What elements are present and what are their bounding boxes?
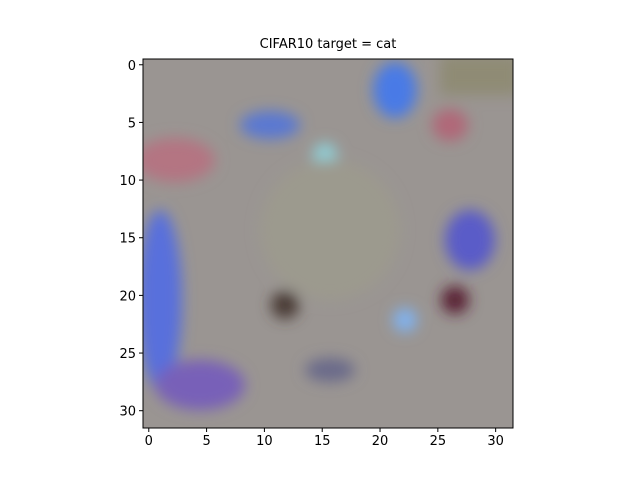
y-tick-label: 25 bbox=[119, 347, 136, 362]
image bbox=[143, 59, 513, 428]
x-tick-label: 30 bbox=[487, 434, 504, 449]
x-tick-label: 0 bbox=[145, 434, 153, 449]
y-tick-label: 20 bbox=[119, 289, 136, 304]
x-tick-label: 20 bbox=[372, 434, 389, 449]
y-tick-label: 10 bbox=[119, 174, 136, 189]
y-tick-label: 5 bbox=[128, 116, 136, 131]
chart-title: CIFAR10 target = cat bbox=[260, 37, 397, 52]
plot-frame bbox=[142, 58, 514, 429]
y-tick-label: 15 bbox=[119, 232, 136, 247]
y-tick-label: 30 bbox=[119, 405, 136, 420]
axes: 0 5 10 15 20 25 30 0 5 10 15 20 25 30 bbox=[119, 59, 503, 449]
x-tick-label: 25 bbox=[430, 434, 447, 449]
x-tick-label: 15 bbox=[314, 434, 331, 449]
y-tick-label: 0 bbox=[128, 59, 136, 74]
x-tick-label: 5 bbox=[202, 434, 210, 449]
x-tick-label: 10 bbox=[256, 434, 273, 449]
